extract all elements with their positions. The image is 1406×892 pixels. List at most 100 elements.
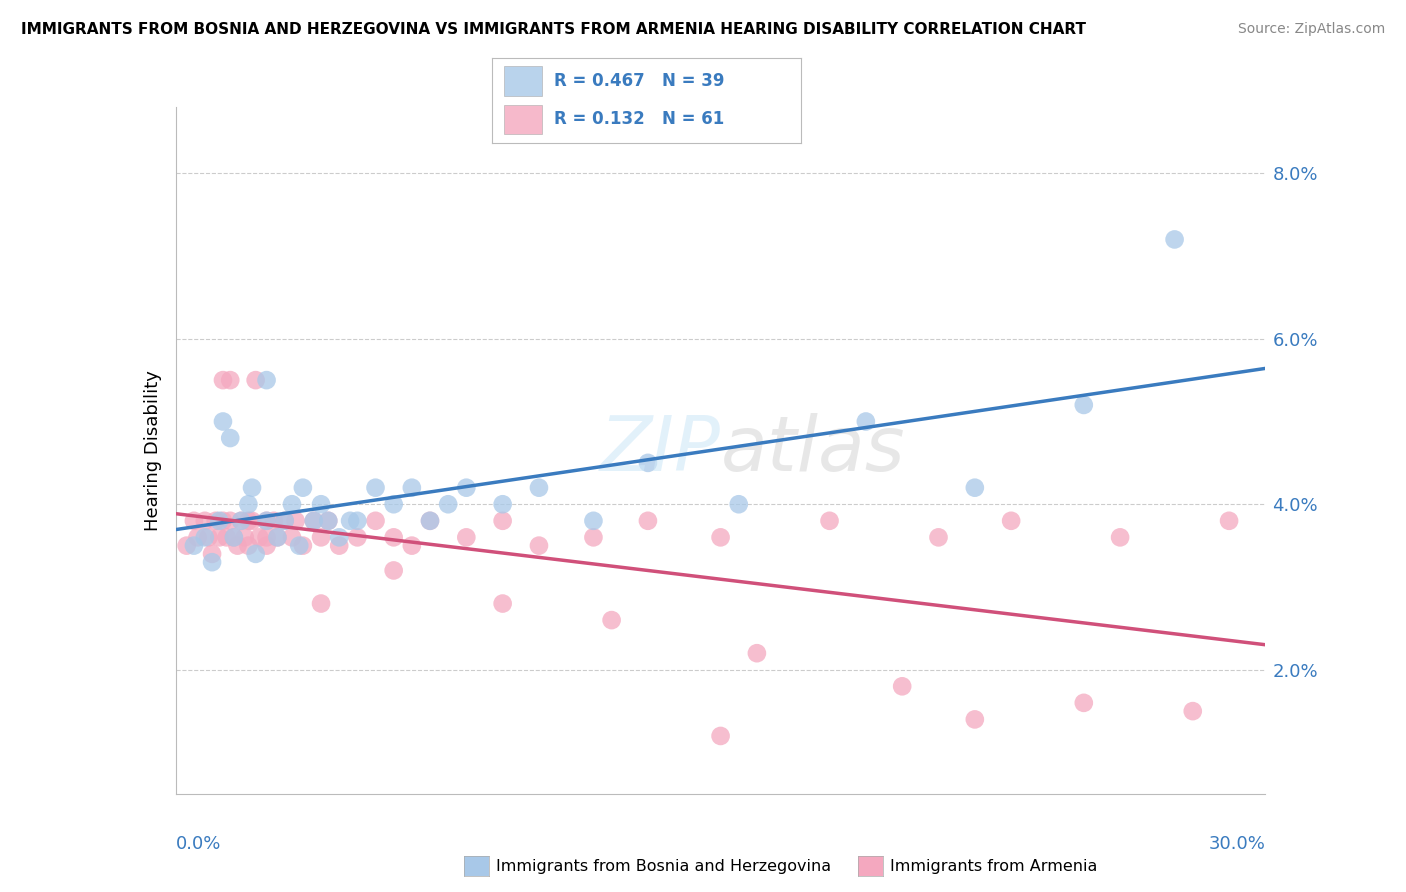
Point: [346, 530, 368, 544]
Point: [492, 514, 515, 528]
Point: [328, 530, 350, 544]
Point: [600, 613, 623, 627]
Point: [176, 539, 198, 553]
Point: [382, 497, 405, 511]
Point: [527, 481, 550, 495]
Point: [456, 530, 478, 544]
Text: 30.0%: 30.0%: [1209, 835, 1265, 853]
Point: [256, 514, 278, 528]
Point: [219, 514, 242, 528]
Point: [339, 514, 361, 528]
Point: [256, 539, 278, 553]
Point: [201, 547, 224, 561]
Point: [194, 514, 217, 528]
Text: Immigrants from Bosnia and Herzegovina: Immigrants from Bosnia and Herzegovina: [496, 859, 831, 873]
Point: [263, 514, 285, 528]
Y-axis label: Hearing Disability: Hearing Disability: [143, 370, 162, 531]
Point: [266, 530, 288, 544]
Point: [288, 539, 311, 553]
Point: [222, 530, 245, 544]
Text: R = 0.132   N = 61: R = 0.132 N = 61: [554, 110, 724, 128]
Point: [302, 514, 325, 528]
Text: ZIP: ZIP: [600, 414, 721, 487]
Point: [1218, 514, 1240, 528]
Point: [382, 564, 405, 578]
Point: [233, 530, 256, 544]
Point: [291, 481, 314, 495]
Point: [212, 373, 235, 387]
Point: [266, 530, 288, 544]
Point: [419, 514, 441, 528]
Point: [291, 539, 314, 553]
Text: IMMIGRANTS FROM BOSNIA AND HERZEGOVINA VS IMMIGRANTS FROM ARMENIA HEARING DISABI: IMMIGRANTS FROM BOSNIA AND HERZEGOVINA V…: [21, 22, 1085, 37]
Point: [1163, 232, 1185, 246]
Point: [256, 530, 278, 544]
Point: [419, 514, 441, 528]
Point: [401, 539, 423, 553]
Point: [582, 530, 605, 544]
Point: [219, 431, 242, 445]
Point: [527, 539, 550, 553]
Point: [231, 514, 253, 528]
Point: [1181, 704, 1204, 718]
Point: [240, 514, 263, 528]
Point: [1000, 514, 1022, 528]
Point: [346, 514, 368, 528]
Point: [204, 514, 226, 528]
Point: [245, 547, 267, 561]
Point: [492, 597, 515, 611]
Point: [284, 514, 307, 528]
Point: [226, 539, 249, 553]
Bar: [505, 104, 541, 134]
Point: [364, 481, 387, 495]
Point: [183, 514, 205, 528]
Point: [710, 729, 733, 743]
Point: [963, 481, 986, 495]
Point: [309, 497, 332, 511]
Point: [818, 514, 841, 528]
Point: [745, 646, 768, 660]
Point: [274, 514, 297, 528]
Point: [637, 456, 659, 470]
Point: [238, 539, 260, 553]
Point: [1073, 696, 1095, 710]
Point: [238, 514, 260, 528]
Point: [281, 530, 304, 544]
Point: [963, 713, 986, 727]
Text: Immigrants from Armenia: Immigrants from Armenia: [890, 859, 1097, 873]
Point: [208, 514, 231, 528]
Point: [247, 530, 270, 544]
Text: 0.0%: 0.0%: [176, 835, 221, 853]
Point: [710, 530, 733, 544]
Point: [309, 597, 332, 611]
Point: [582, 514, 605, 528]
Point: [302, 514, 325, 528]
Point: [201, 555, 224, 569]
Point: [1109, 530, 1132, 544]
Point: [197, 530, 219, 544]
Point: [256, 514, 278, 528]
Point: [318, 514, 340, 528]
Point: [238, 497, 260, 511]
Point: [437, 497, 460, 511]
Point: [364, 514, 387, 528]
Text: Source: ZipAtlas.com: Source: ZipAtlas.com: [1237, 22, 1385, 37]
Point: [318, 514, 340, 528]
Point: [281, 497, 304, 511]
Point: [212, 514, 235, 528]
Point: [328, 539, 350, 553]
Point: [256, 373, 278, 387]
Point: [309, 530, 332, 544]
Point: [637, 514, 659, 528]
Point: [219, 373, 242, 387]
Point: [212, 415, 235, 429]
Point: [727, 497, 749, 511]
Text: R = 0.467   N = 39: R = 0.467 N = 39: [554, 72, 724, 90]
Text: atlas: atlas: [721, 414, 905, 487]
Point: [231, 514, 253, 528]
Point: [194, 530, 217, 544]
Bar: [505, 67, 541, 96]
Point: [186, 530, 209, 544]
Point: [891, 679, 914, 693]
Point: [456, 481, 478, 495]
